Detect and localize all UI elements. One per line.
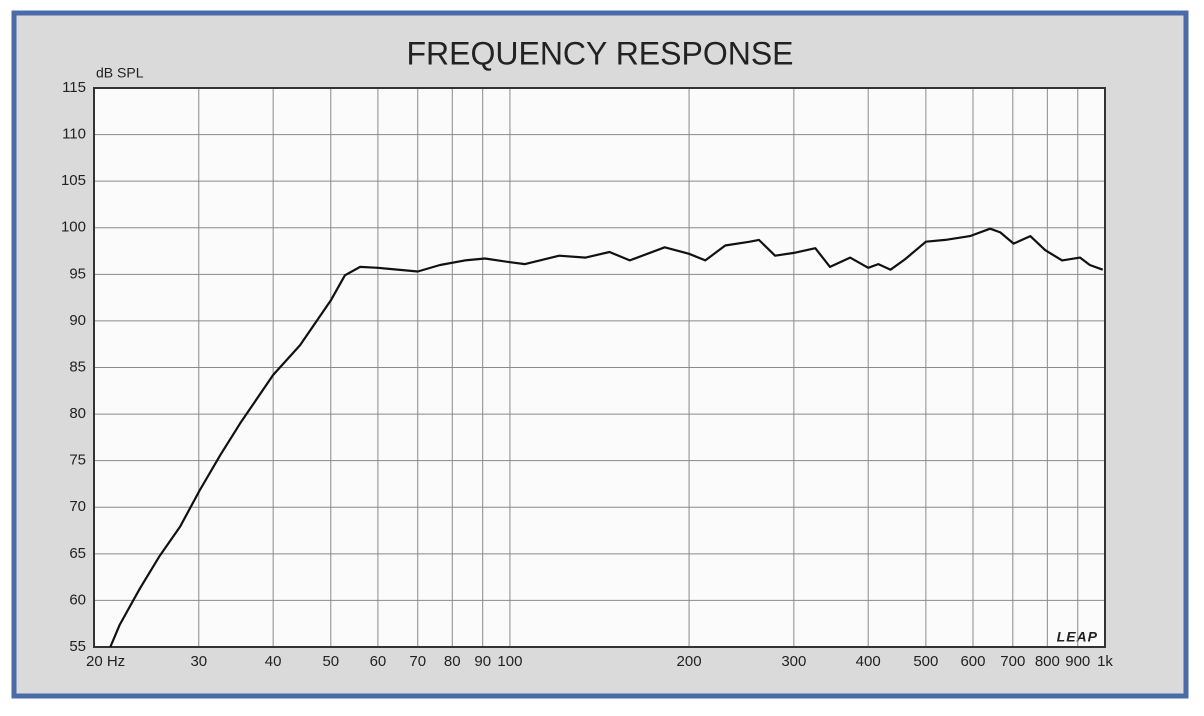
x-tick-label: 30 — [190, 653, 207, 670]
y-tick-label: 105 — [61, 172, 86, 189]
watermark: LEAP — [1057, 629, 1098, 645]
plot-border — [93, 87, 1106, 648]
y-tick-label: 70 — [69, 498, 86, 515]
y-tick-label: 85 — [69, 358, 86, 375]
x-tick-label: 60 — [370, 653, 387, 670]
y-axis-label: dB SPL — [96, 65, 144, 81]
x-tick-label: 400 — [856, 653, 881, 670]
x-tick-label: 90 — [474, 653, 491, 670]
x-tick-label: 200 — [677, 653, 702, 670]
y-tick-label: 95 — [69, 265, 86, 282]
y-tick-label: 90 — [69, 312, 86, 329]
response-line — [109, 227, 1104, 648]
x-tick-label: 50 — [322, 653, 339, 670]
y-tick-label: 60 — [69, 591, 86, 608]
x-tick-label: 40 — [265, 653, 282, 670]
y-tick-label: 110 — [62, 126, 86, 143]
x-tick-label: 900 — [1065, 653, 1090, 670]
x-tick-label: 100 — [497, 653, 522, 670]
y-tick-label: 100 — [61, 219, 86, 236]
x-tick-label: 700 — [1000, 653, 1025, 670]
x-tick-label: 500 — [913, 653, 938, 670]
y-tick-label: 80 — [69, 405, 86, 422]
y-tick-label: 65 — [69, 545, 86, 562]
x-tick-label: 80 — [444, 653, 461, 670]
x-tick-label: 20 Hz — [86, 653, 125, 670]
x-tick-label: 800 — [1035, 653, 1060, 670]
x-tick-label: 300 — [781, 653, 806, 670]
y-tick-label: 55 — [69, 638, 86, 655]
x-tick-label: 600 — [960, 653, 985, 670]
x-tick-label: 1k — [1097, 653, 1113, 670]
chart-title: FREQUENCY RESPONSE — [406, 35, 793, 71]
y-tick-label: 115 — [62, 79, 86, 96]
x-tick-label: 70 — [409, 653, 426, 670]
y-tick-label: 75 — [69, 452, 86, 469]
